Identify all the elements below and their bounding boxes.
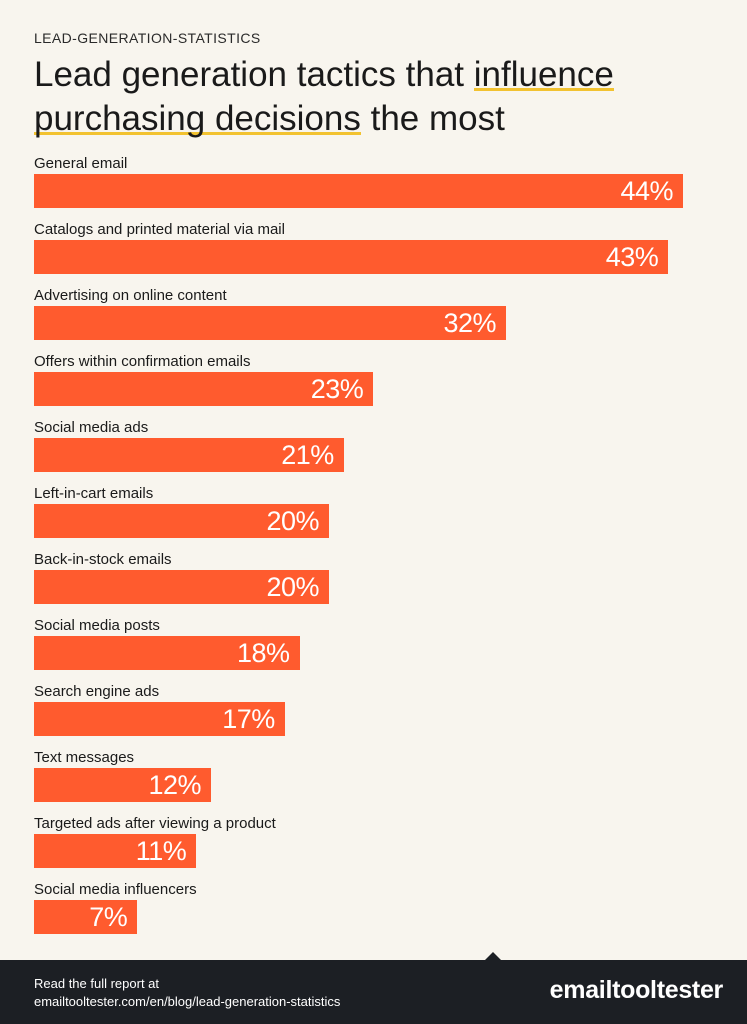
bar: 17%: [34, 702, 285, 736]
chart-row: Social media influencers 7%: [34, 881, 724, 943]
category-label: Back-in-stock emails: [34, 551, 172, 568]
bar: 44%: [34, 174, 683, 208]
footer-report-link[interactable]: emailtooltester.com/en/blog/lead-generat…: [34, 994, 341, 1009]
value-label: 17%: [222, 704, 275, 734]
title-part-1: Lead generation tactics that: [34, 55, 474, 94]
value-label: 20%: [266, 506, 319, 536]
footer-read-text: Read the full report at: [34, 976, 160, 991]
bar: 21%: [34, 438, 344, 472]
chart-row: Text messages 12%: [34, 749, 724, 811]
chart-row: Back-in-stock emails 20%: [34, 551, 724, 613]
bar: 11%: [34, 834, 197, 868]
bar: 20%: [34, 504, 329, 538]
chart-row: General email 44%: [34, 155, 724, 217]
category-label: Social media influencers: [34, 881, 197, 898]
bar: 12%: [34, 768, 211, 802]
chart-row: Search engine ads 17%: [34, 683, 724, 745]
value-label: 21%: [281, 440, 334, 470]
brand-logo: emailtooltester: [549, 976, 724, 1004]
chart-row: Social media ads 21%: [34, 419, 724, 481]
category-label: Catalogs and printed material via mail: [34, 221, 285, 238]
category-label: Left-in-cart emails: [34, 485, 154, 502]
bar: 18%: [34, 636, 300, 670]
category-label: Text messages: [34, 749, 135, 766]
value-label: 18%: [236, 638, 290, 668]
title-highlight-1: influence: [473, 55, 614, 94]
page-title: Lead generation tactics that influence pu…: [34, 53, 724, 141]
value-label: 44%: [620, 176, 673, 206]
bar: 32%: [34, 306, 506, 340]
footer-notch: [484, 952, 502, 961]
chart-row: Left-in-cart emails 20%: [34, 485, 724, 547]
title-part-2: the most: [360, 99, 505, 138]
category-label: Targeted ads after viewing a product: [34, 815, 276, 832]
category-label: Advertising on online content: [34, 287, 227, 304]
category-label: Social media ads: [34, 419, 149, 436]
value-label: 12%: [148, 770, 201, 800]
category-label: Social media posts: [34, 617, 160, 634]
value-label: 7%: [89, 902, 128, 932]
value-label: 43%: [605, 242, 659, 272]
title-highlight-2: purchasing decisions: [34, 99, 361, 138]
chart-row: Targeted ads after viewing a product 11%: [34, 815, 724, 877]
category-label: General email: [34, 155, 128, 172]
bar: 43%: [34, 240, 669, 274]
chart-row: Offers within confirmation emails 23%: [34, 353, 724, 415]
bar-chart: General email 44% Catalogs and printed mat…: [34, 155, 724, 943]
value-label: 23%: [310, 374, 364, 404]
bar: 20%: [34, 570, 329, 604]
category-label: Offers within confirmation emails: [34, 353, 251, 370]
chart-row: Catalogs and printed material via mail 43…: [34, 221, 724, 283]
kicker: LEAD-GENERATION-STATISTICS: [34, 30, 261, 46]
category-label: Search engine ads: [34, 683, 160, 700]
bar: 23%: [34, 372, 374, 406]
value-label: 20%: [266, 572, 319, 602]
chart-row: Social media posts 18%: [34, 617, 724, 679]
bar: 7%: [34, 900, 138, 934]
footer: Read the full report at emailtooltester.…: [0, 952, 747, 1024]
chart-row: Advertising on online content 32%: [34, 287, 724, 349]
value-label: 11%: [135, 836, 187, 866]
value-label: 32%: [443, 308, 496, 338]
